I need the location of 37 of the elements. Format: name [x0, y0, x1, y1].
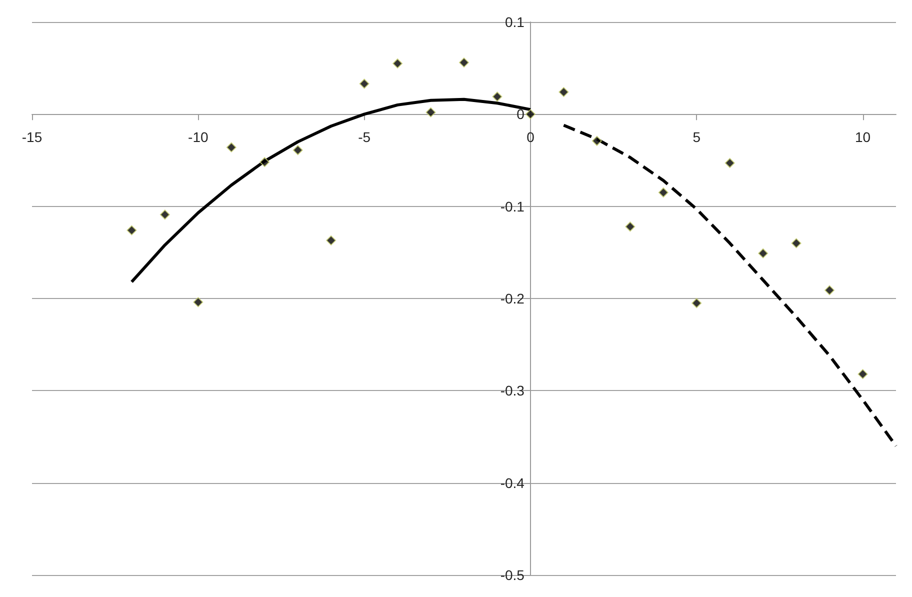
- y-tick-label: 0.1: [504, 14, 525, 30]
- point: [625, 222, 636, 232]
- point: [392, 58, 403, 68]
- x-tick-label: -5: [358, 129, 371, 146]
- point: [160, 210, 170, 220]
- point: [858, 369, 868, 380]
- y-tick-label: -0.4: [500, 474, 525, 491]
- y-tick-label: -0.2: [500, 290, 525, 306]
- x-tick-label: -10: [188, 129, 208, 146]
- point: [692, 298, 702, 308]
- y-tick-label: -0.3: [500, 382, 525, 399]
- y-tick-label: -0.5: [500, 567, 525, 583]
- point: [126, 225, 137, 236]
- point: [658, 188, 668, 198]
- point: [193, 297, 204, 308]
- point: [459, 58, 469, 68]
- point: [824, 285, 835, 296]
- point: [758, 248, 768, 258]
- point: [326, 235, 336, 246]
- x-tick-label: -15: [22, 129, 42, 146]
- line-series: [562, 124, 898, 448]
- point: [260, 157, 270, 168]
- point: [525, 109, 536, 120]
- point: [791, 238, 802, 248]
- x-tick-label: 10: [854, 129, 871, 146]
- point: [226, 142, 236, 152]
- point: [592, 136, 602, 146]
- point: [492, 92, 502, 102]
- y-tick-label: -0.1: [500, 198, 525, 214]
- point: [426, 107, 436, 118]
- point: [292, 145, 303, 156]
- point: [359, 78, 370, 89]
- point: [558, 87, 569, 98]
- y-tick-label: 0: [516, 106, 525, 122]
- point: [724, 158, 735, 168]
- x-tick-label: 0: [526, 129, 535, 146]
- x-tick-label: 5: [692, 129, 701, 146]
